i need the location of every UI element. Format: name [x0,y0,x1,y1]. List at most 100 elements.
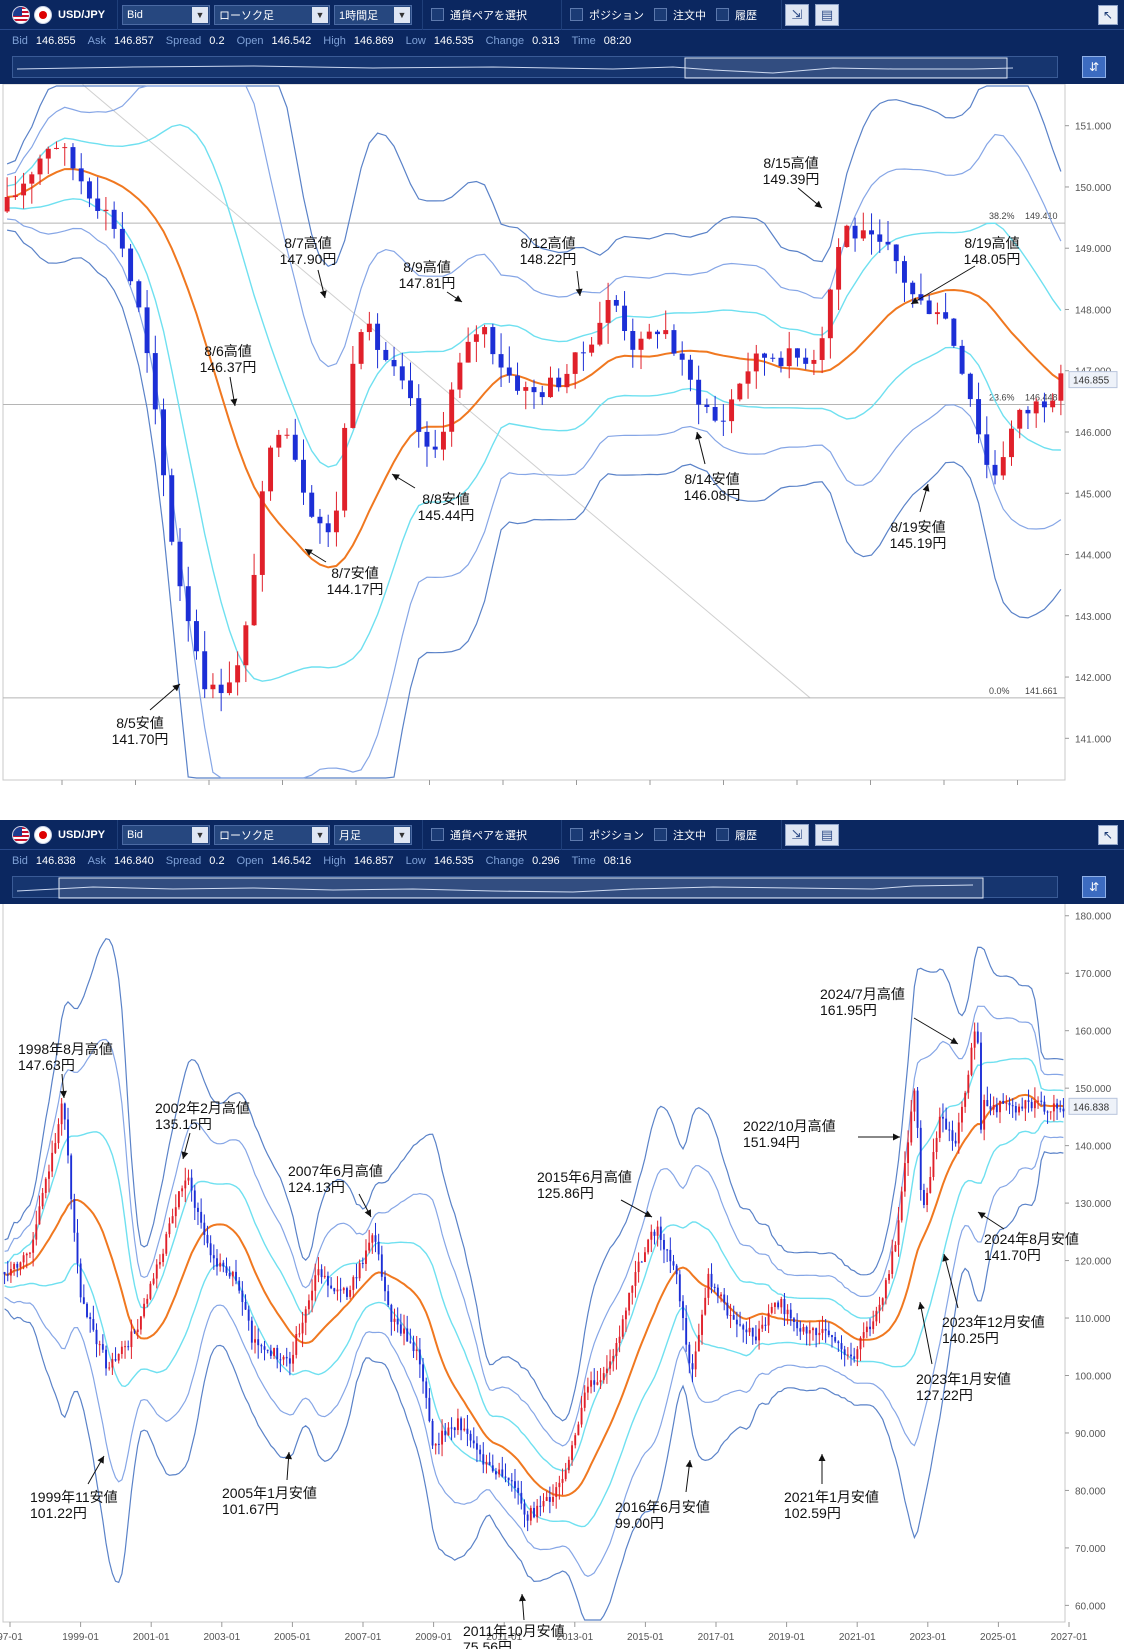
candle-body [529,1507,532,1521]
candle-body [222,1262,225,1267]
candle-body [444,1430,447,1436]
quote-value: 0.296 [532,855,560,867]
candle-body [758,1328,761,1341]
candle-body [428,1397,431,1421]
pair-group[interactable]: USD/JPY [0,819,118,850]
candle-body [644,1252,646,1263]
panel-settings-icon[interactable]: ▤ [815,3,839,26]
candle-body [268,447,274,492]
candle-body [185,586,191,622]
chevron-down-icon: ▼ [394,6,410,23]
pair-select-group[interactable]: 通貨ペアを選択 [422,819,562,850]
candle-body [465,341,471,363]
candle-body [983,1100,986,1130]
candle-body [539,392,545,398]
orders-checkbox[interactable] [654,8,667,21]
candle-body [111,209,117,229]
x-tick-label: 2025-01 [980,1632,1017,1643]
candle-body [488,1461,491,1466]
history-checkbox[interactable] [716,8,729,21]
quote-key: Spread [165,855,202,867]
annotation-arrowhead [519,1594,526,1602]
candle-body [86,1303,88,1318]
y-tick-label: 144.000 [1075,551,1112,562]
candle-body [622,305,628,332]
candle-body [951,1130,954,1141]
fib-level-percent: 38.2% [989,211,1015,221]
y-tick-label: 120.000 [1075,1257,1112,1268]
chart-kind-value: ローソク足 [219,829,274,842]
price-side-select[interactable]: Bid ▼ [122,4,210,25]
annotation-arrowhead [695,432,703,440]
collapse-icon[interactable]: ↖ [1098,5,1118,25]
candle-body [336,1289,339,1292]
candle-body [247,1309,250,1321]
candle-body [913,1090,916,1112]
candle-body [999,1100,1001,1113]
candle-body [1009,428,1014,458]
chart-tool-icon[interactable]: ⇲ [785,3,809,26]
candle-body [282,1356,285,1360]
candle-body [650,1231,653,1240]
quote-value: 146.857 [353,855,394,867]
annotation-arrowhead [893,1133,900,1141]
hourly-chart: 141.000 142.000 143.000 144.000 145.000 146.0… [0,84,1124,790]
candle-body [577,1424,580,1436]
candle-body [957,1122,960,1144]
candle-body [970,1047,973,1075]
navigator-track[interactable] [12,56,1058,79]
navigator-track[interactable] [12,876,1058,899]
history-checkbox[interactable] [716,828,729,841]
position-checkbox[interactable] [570,8,583,21]
annotation-arrowhead [814,200,822,208]
price-side-select[interactable]: Bid ▼ [122,824,210,845]
candle-body [980,1042,982,1130]
annotation-title: 2021年1月安値 [784,1489,879,1505]
candle-body [225,1266,228,1273]
pair-group[interactable]: USD/JPY [0,0,118,30]
orders-checkbox[interactable] [654,828,667,841]
navigator-fit-icon[interactable]: ⇵ [1082,56,1106,78]
candle-body [737,383,743,400]
interval-select[interactable]: 月足 ▼ [334,824,412,845]
position-checkbox[interactable] [570,828,583,841]
chart-tool-icon[interactable]: ⇲ [785,823,809,846]
pair-select-checkbox[interactable] [431,828,444,841]
candle-body [938,1116,941,1138]
candle-body [793,1318,795,1323]
annotation-value: 149.39円 [763,171,820,187]
annotation-arrowhead [922,484,930,492]
candle-body [143,1303,146,1317]
candle-body [984,434,990,465]
pair-select-checkbox[interactable] [431,8,444,21]
candle-body [408,380,413,399]
quote-value: 146.535 [433,855,474,867]
candle-body [501,1469,504,1477]
chart-kind-select[interactable]: ローソク足 ▼ [214,824,330,845]
candle-body [821,1328,824,1333]
collapse-icon[interactable]: ↖ [1098,825,1118,845]
candle-body [618,1336,621,1343]
current-price-tag [1068,1097,1118,1115]
bollinger-band-3sigma-upper [4,938,1064,1422]
candle-body [964,1092,967,1107]
candle-body [383,349,389,360]
annotation-title: 8/7高値 [284,235,331,251]
chart-kind-select[interactable]: ローソク足 ▼ [214,4,330,25]
interval-select[interactable]: 1時間足 ▼ [334,4,412,25]
annotation-arrowhead [917,1302,925,1310]
candle-body [441,1430,444,1445]
candle-body [778,357,784,367]
quote-value: 0.313 [532,35,560,47]
bollinger-band-1sigma-lower [7,198,1061,682]
candle-body [161,409,167,476]
navigator-fit-icon[interactable]: ⇵ [1082,876,1106,898]
annotation-arrowhead [305,549,313,556]
candle-body [326,1275,329,1286]
panel-settings-icon[interactable]: ▤ [815,823,839,846]
candle-body [98,1344,101,1346]
pair-select-group[interactable]: 通貨ペアを選択 [422,0,562,30]
